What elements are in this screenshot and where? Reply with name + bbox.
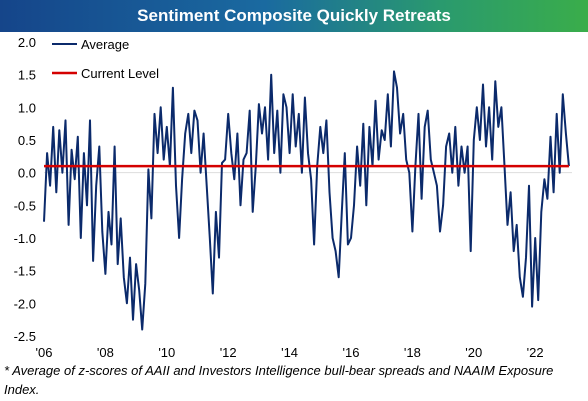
y-tick-label: 1.0 [18,100,36,115]
y-tick-label: 0.0 [18,166,36,181]
x-tick-label: '20 [465,345,482,360]
x-tick-label: '22 [527,345,544,360]
y-tick-label: -0.5 [14,198,36,213]
legend-label-average: Average [81,37,129,52]
x-tick-label: '10 [158,345,175,360]
x-tick-label: '08 [97,345,114,360]
y-tick-label: -2.5 [14,329,36,344]
x-tick-label: '16 [343,345,360,360]
footnote: * Average of z-scores of AAII and Invest… [4,363,554,397]
chart-title: Sentiment Composite Quickly Retreats [137,6,451,25]
average-series-line [43,70,570,331]
x-tick-label: '12 [220,345,237,360]
y-tick-label: -1.0 [14,231,36,246]
x-tick-label: '14 [281,345,298,360]
title-bar [0,0,588,32]
y-tick-label: 1.5 [18,68,36,83]
y-tick-label: 2.0 [18,35,36,50]
y-tick-label: -2.0 [14,296,36,311]
legend-label-current-level: Current Level [81,66,159,81]
x-tick-label: '06 [36,345,53,360]
y-tick-label: 0.5 [18,133,36,148]
x-tick-label: '18 [404,345,421,360]
y-tick-label: -1.5 [14,264,36,279]
